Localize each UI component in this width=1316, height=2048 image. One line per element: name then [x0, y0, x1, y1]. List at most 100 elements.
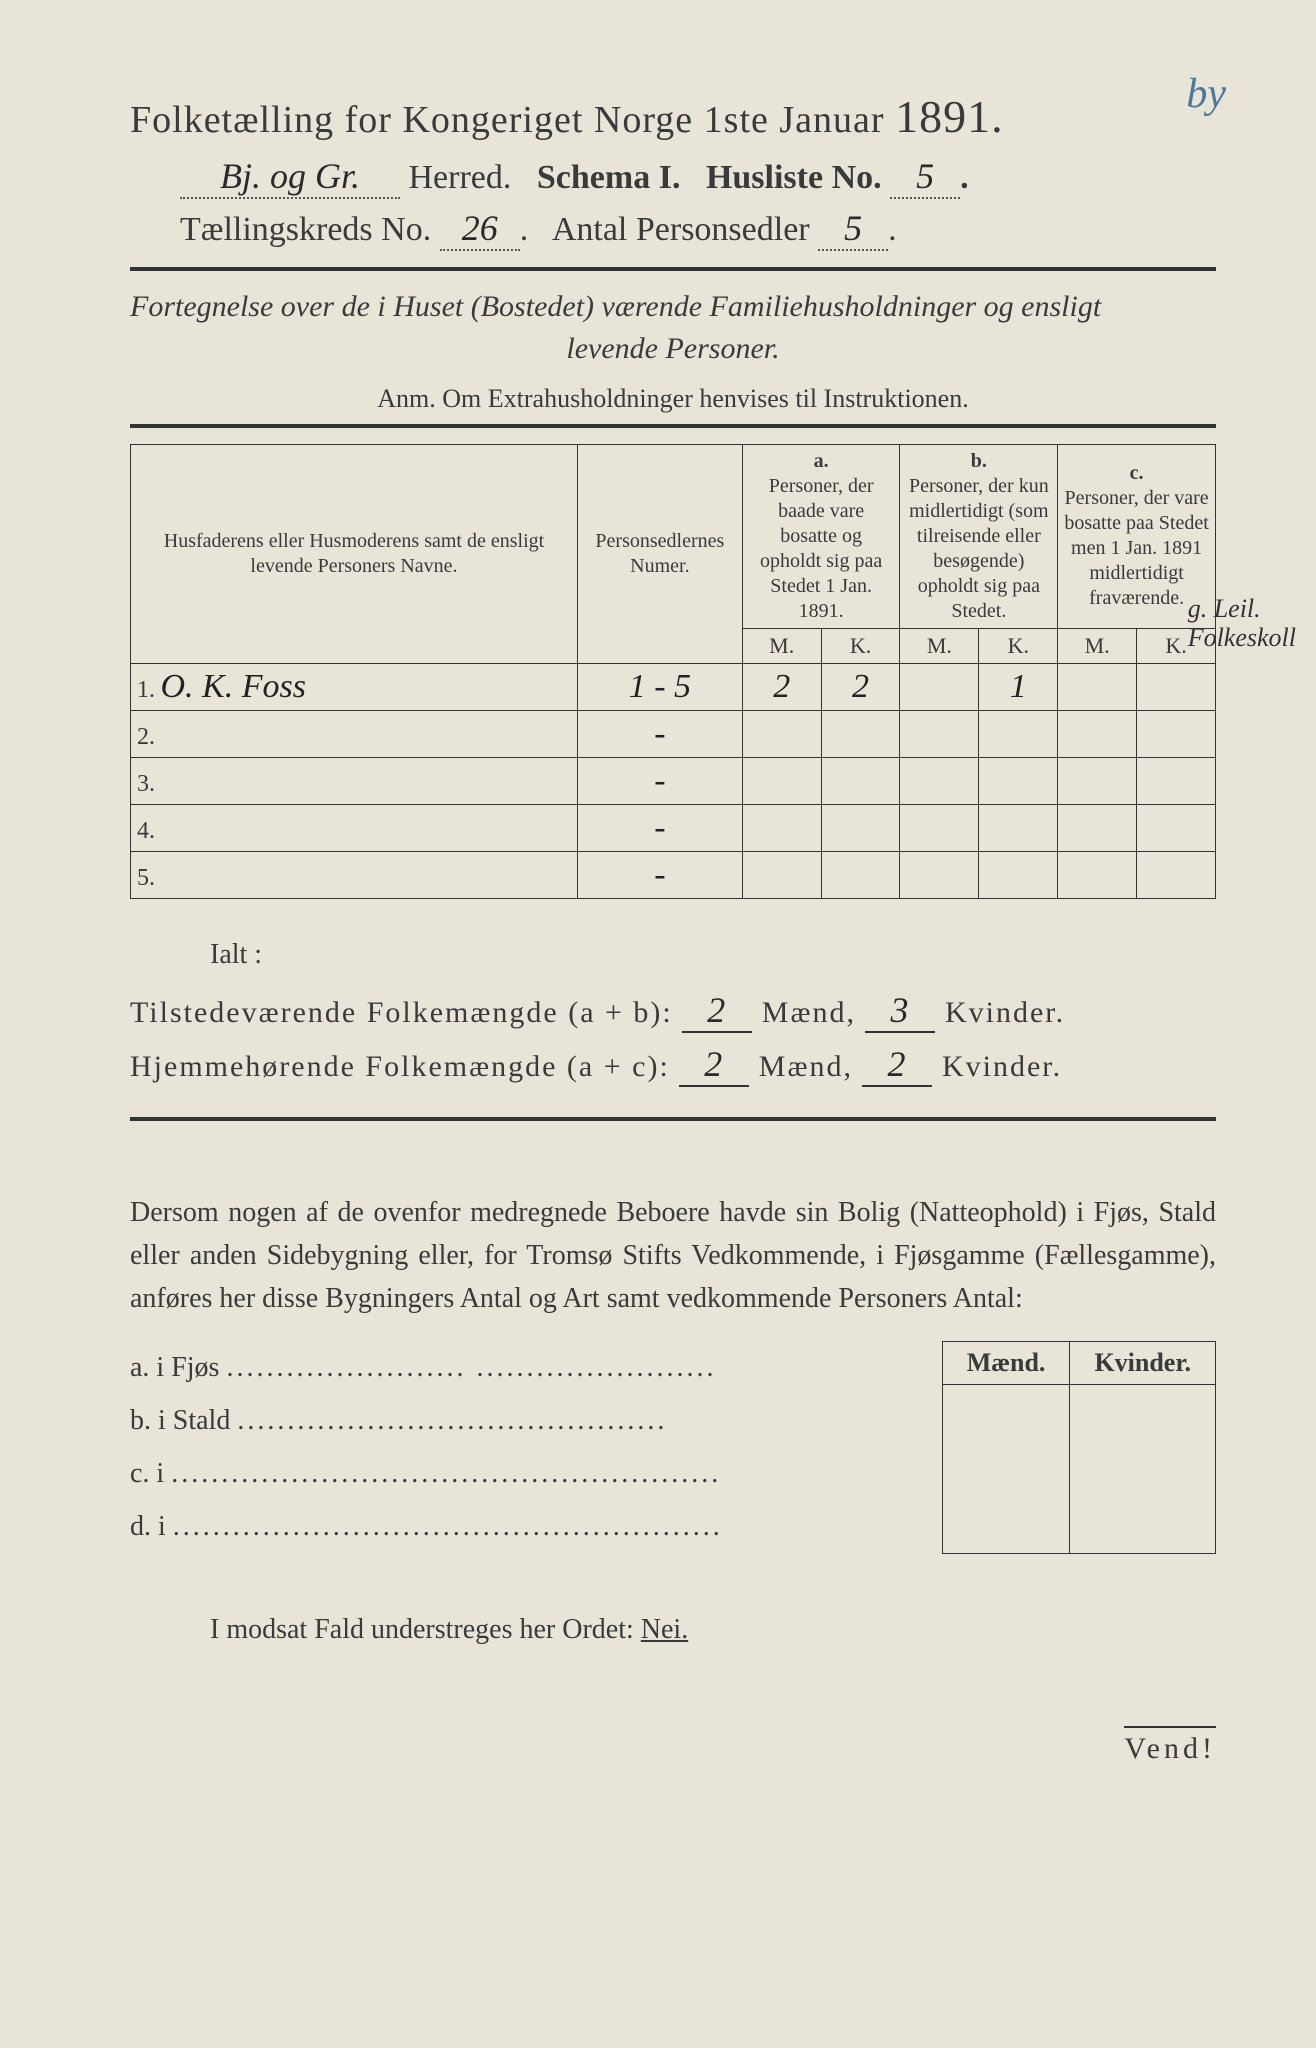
header-line-3: Tællingskreds No. 26. Antal Personsedler…	[130, 207, 1216, 251]
main-table: Husfaderens eller Husmoderens samt de en…	[130, 444, 1216, 899]
byg-cell	[942, 1427, 1070, 1469]
byg-cell	[1070, 1511, 1216, 1554]
cell-cm	[1058, 804, 1137, 851]
cell-num: -	[577, 710, 742, 757]
cell-cm	[1058, 851, 1137, 898]
th-b-label: b.	[971, 450, 987, 472]
table-row: 4. -	[131, 804, 1216, 851]
cell-name: 3.	[131, 757, 578, 804]
cell-cm	[1058, 757, 1137, 804]
cell-ck	[1137, 757, 1216, 804]
th-c-label: c.	[1130, 462, 1144, 484]
husliste-label: Husliste No.	[706, 159, 882, 196]
herred-label: Herred.	[409, 159, 512, 196]
cell-bm	[900, 851, 979, 898]
building-block: a. i Fjøs ........................ .....…	[130, 1341, 1216, 1554]
divider-top	[130, 267, 1216, 271]
tot2-m: 2	[679, 1043, 749, 1087]
cell-ak	[821, 851, 900, 898]
byg-cell	[942, 1469, 1070, 1511]
main-title: Folketælling for Kongeriget Norge 1ste J…	[130, 90, 1216, 143]
th-a-text: Personer, der baade vare bosatte og opho…	[760, 475, 882, 622]
totals-line-1: Tilstedeværende Folkemængde (a + b): 2 M…	[130, 989, 1216, 1033]
byg-row: d. i ...................................…	[130, 1500, 942, 1553]
schema-label: Schema I.	[537, 159, 681, 196]
cell-am	[742, 757, 821, 804]
title-prefix: Folketælling for Kongeriget Norge 1ste J…	[130, 99, 885, 141]
vend-label: Vend!	[1124, 1726, 1216, 1766]
building-paragraph: Dersom nogen af de ovenfor medregnede Be…	[130, 1191, 1216, 1321]
cell-ak	[821, 710, 900, 757]
byg-row: b. i Stald .............................…	[130, 1394, 942, 1447]
cell-bk: 1	[979, 663, 1058, 710]
byg-head-m: Mænd.	[942, 1341, 1070, 1384]
kreds-label: Tællingskreds No.	[180, 211, 431, 248]
cell-num: -	[577, 851, 742, 898]
cell-name: 5.	[131, 851, 578, 898]
title-year: 1891.	[895, 91, 1004, 142]
tot-kvinder2: Kvinder.	[942, 1050, 1062, 1083]
cell-name: 4.	[131, 804, 578, 851]
totals-block: Ialt : Tilstedeværende Folkemængde (a + …	[130, 939, 1216, 1087]
byg-cell	[942, 1511, 1070, 1554]
th-b-m: M.	[900, 628, 979, 663]
table-row: 3. -	[131, 757, 1216, 804]
anm-note: Anm. Om Extrahusholdninger henvises til …	[130, 384, 1216, 414]
cell-bk	[979, 757, 1058, 804]
th-a-label: a.	[814, 450, 829, 472]
side-note-1: g. Leil.	[1188, 594, 1261, 623]
byg-cell	[942, 1384, 1070, 1427]
kreds-value: 26	[440, 207, 520, 251]
cell-bk	[979, 851, 1058, 898]
antal-label: Antal Personsedler	[552, 211, 810, 248]
herred-value: Bj. og Gr.	[180, 155, 400, 199]
cell-name: 1. O. K. Foss	[131, 663, 578, 710]
th-b-k: K.	[979, 628, 1058, 663]
cell-ak	[821, 757, 900, 804]
subtitle-line1: Fortegnelse over de i Huset (Bostedet) v…	[130, 287, 1216, 328]
byg-cell	[1070, 1427, 1216, 1469]
byg-cell	[1070, 1469, 1216, 1511]
building-table: Mænd. Kvinder.	[942, 1341, 1216, 1554]
nei-word: Nei.	[641, 1614, 688, 1645]
th-a-k: K.	[821, 628, 900, 663]
cell-ak: 2	[821, 663, 900, 710]
corner-annotation: by	[1186, 70, 1226, 118]
cell-bk	[979, 804, 1058, 851]
cell-ck	[1137, 710, 1216, 757]
cell-num: -	[577, 804, 742, 851]
table-row: 5. -	[131, 851, 1216, 898]
tot2-label: Hjemmehørende Folkemængde (a + c):	[130, 1050, 670, 1083]
cell-bm	[900, 710, 979, 757]
antal-value: 5	[818, 207, 888, 251]
byg-row: a. i Fjøs ........................ .....…	[130, 1341, 942, 1394]
cell-ak	[821, 804, 900, 851]
th-c-m: M.	[1058, 628, 1137, 663]
cell-cm	[1058, 663, 1137, 710]
byg-row: c. i ...................................…	[130, 1447, 942, 1500]
nei-line: I modsat Fald understreges her Ordet: Ne…	[210, 1614, 1216, 1646]
cell-bk	[979, 710, 1058, 757]
th-a: a. Personer, der baade vare bosatte og o…	[742, 444, 900, 628]
cell-ck	[1137, 663, 1216, 710]
th-a-m: M.	[742, 628, 821, 663]
byg-head-k: Kvinder.	[1070, 1341, 1216, 1384]
divider-mid	[130, 1117, 1216, 1121]
tot-maend2: Mænd,	[759, 1050, 853, 1083]
cell-am: 2	[742, 663, 821, 710]
cell-am	[742, 851, 821, 898]
cell-cm	[1058, 710, 1137, 757]
cell-ck	[1137, 851, 1216, 898]
cell-num: -	[577, 757, 742, 804]
cell-ck	[1137, 804, 1216, 851]
tot1-label: Tilstedeværende Folkemængde (a + b):	[130, 996, 673, 1029]
th-name: Husfaderens eller Husmoderens samt de en…	[131, 444, 578, 663]
totals-line-2: Hjemmehørende Folkemængde (a + c): 2 Mæn…	[130, 1043, 1216, 1087]
cell-bm	[900, 663, 979, 710]
cell-am	[742, 804, 821, 851]
side-handwritten-note: g. Leil. Folkeskoll	[1188, 595, 1296, 652]
th-num: Personsedlernes Numer.	[577, 444, 742, 663]
tot2-k: 2	[862, 1043, 932, 1087]
cell-am	[742, 710, 821, 757]
cell-name: 2.	[131, 710, 578, 757]
